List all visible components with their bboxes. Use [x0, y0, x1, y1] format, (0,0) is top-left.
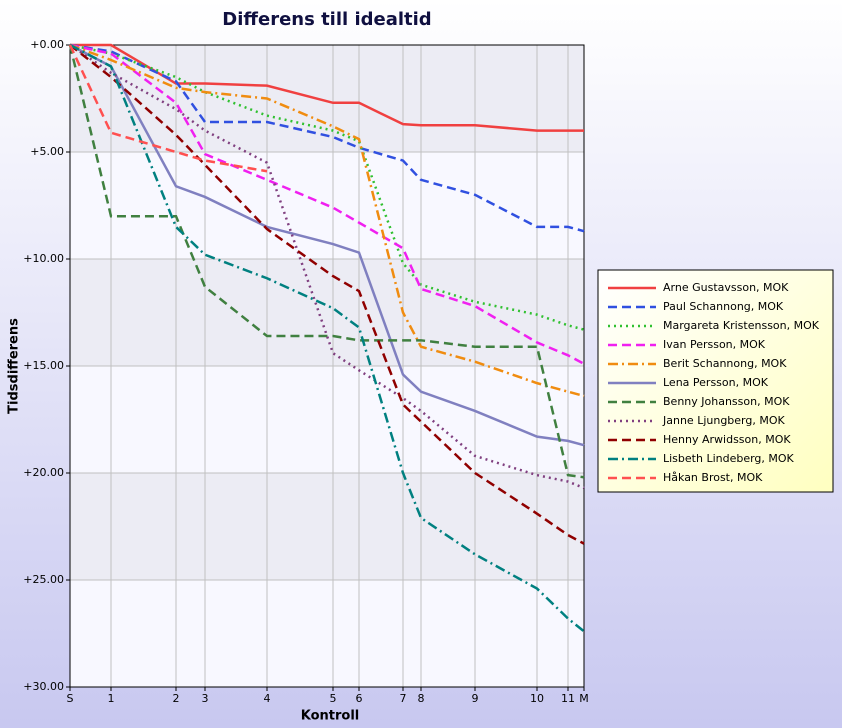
legend-label: Henny Arwidsson, MOK — [663, 433, 791, 446]
x-axis-label: Kontroll — [301, 709, 360, 724]
y-tick-label: +15.00 — [23, 359, 64, 372]
legend-label: Janne Ljungberg, MOK — [662, 414, 786, 427]
grid-band — [70, 259, 584, 366]
x-tick-label: 8 — [418, 692, 425, 705]
y-tick-label: +0.00 — [30, 38, 64, 51]
series-line — [69, 43, 585, 233]
series-line — [69, 43, 585, 331]
x-tick-label: M — [579, 692, 589, 705]
legend-label: Lisbeth Lindeberg, MOK — [663, 452, 795, 465]
chart-title: Differens till idealtid — [222, 9, 431, 30]
x-tick-label: 9 — [472, 692, 479, 705]
x-tick-label: 2 — [173, 692, 180, 705]
y-tick-label: +30.00 — [23, 680, 64, 693]
y-tick-label: +20.00 — [23, 466, 64, 479]
series-line — [69, 43, 585, 633]
x-tick-label: 3 — [202, 692, 209, 705]
y-tick-label: +5.00 — [30, 145, 64, 158]
x-tick-label: 6 — [356, 692, 363, 705]
x-tick-label: 4 — [264, 692, 271, 705]
x-tick-label: 10 — [530, 692, 544, 705]
y-tick-label: +10.00 — [23, 252, 64, 265]
x-tick-label: 5 — [330, 692, 337, 705]
series-line — [68, 44, 268, 173]
legend-label: Margareta Kristensson, MOK — [663, 319, 820, 332]
legend-label: Lena Persson, MOK — [663, 376, 769, 389]
series-line — [69, 43, 585, 398]
series-line — [69, 43, 585, 365]
legend-label: Paul Schannong, MOK — [663, 300, 784, 313]
series-line — [69, 43, 585, 490]
legend-label: Berit Schannong, MOK — [663, 357, 787, 370]
y-axis-label: Tidsdifferens — [7, 318, 22, 414]
x-tick-label: 7 — [400, 692, 407, 705]
series-line — [69, 43, 585, 447]
x-tick-label: 1 — [108, 692, 115, 705]
legend-label: Håkan Brost, MOK — [663, 471, 763, 484]
legend-label: Arne Gustavsson, MOK — [663, 281, 789, 294]
x-tick-label: S — [67, 692, 74, 705]
legend-label: Ivan Persson, MOK — [663, 338, 766, 351]
legend-label: Benny Johansson, MOK — [663, 395, 790, 408]
x-tick-label: 11 — [561, 692, 575, 705]
series-line — [68, 44, 585, 479]
grid-band — [70, 473, 584, 580]
series-line — [69, 44, 585, 545]
grid-band — [70, 45, 584, 152]
plot-border — [69, 44, 585, 688]
y-tick-label: +25.00 — [23, 573, 64, 586]
